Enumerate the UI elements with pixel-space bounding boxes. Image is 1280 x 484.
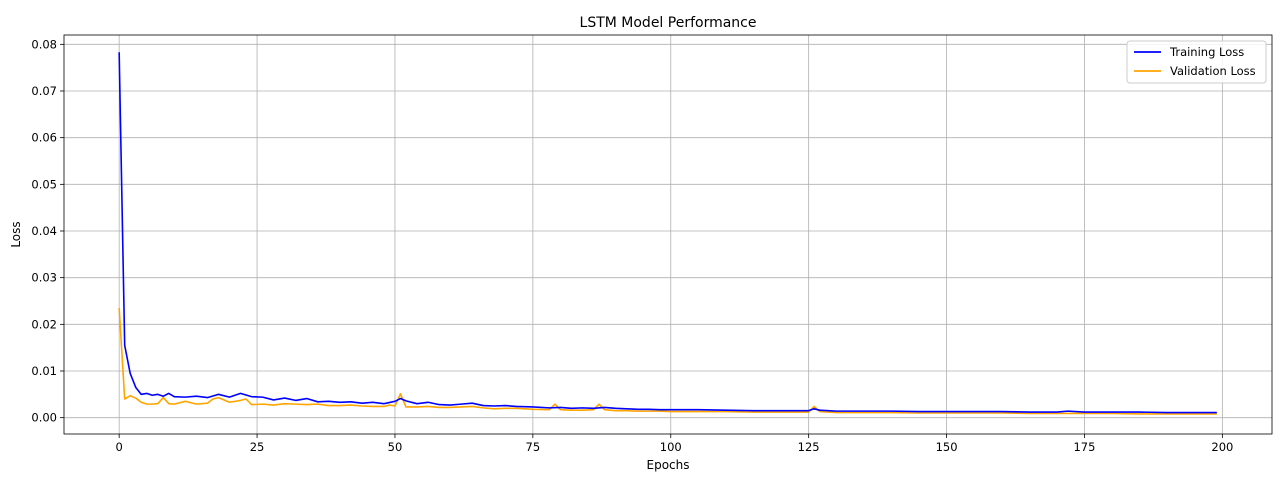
chart-title: LSTM Model Performance [580,15,757,31]
series-line-training-loss [118,52,1217,414]
y-tick-label: 0.02 [31,317,57,331]
y-tick-label: 0.04 [31,224,57,238]
legend-box [1126,40,1267,84]
plot-area [64,35,1272,434]
x-tick-label: 0 [115,440,122,454]
series-layer [118,52,1217,415]
legend-label-validation-loss: Validation Loss [1170,64,1256,78]
x-axis-label: Epochs [647,458,690,472]
x-tick-label: 150 [936,440,958,454]
y-tick-label: 0.03 [31,271,57,285]
x-tick-label: 25 [250,440,265,454]
grid [64,35,1272,434]
ticks: 0 25 50 75 100 125 150 175 200 0.00 0.01 0.02 0.03 0.… [31,37,1233,454]
x-tick-label: 125 [798,440,820,454]
x-tick-label: 50 [388,440,403,454]
y-tick-label: 0.05 [31,177,57,191]
y-axis-label: Loss [9,221,23,247]
x-tick-label: 175 [1073,440,1095,454]
plot-frame [63,34,1273,435]
y-tick-label: 0.07 [31,84,57,98]
y-tick-label: 0.06 [31,131,57,145]
legend: Training Loss Validation Loss [1126,40,1267,84]
y-tick-label: 0.08 [31,37,57,51]
x-tick-label: 200 [1211,440,1233,454]
y-tick-label: 0.01 [31,364,57,378]
x-tick-label: 75 [526,440,541,454]
series-line-validation-loss [118,307,1217,415]
y-tick-label: 0.00 [31,411,57,425]
legend-label-training-loss: Training Loss [1169,45,1244,59]
x-tick-label: 100 [660,440,682,454]
